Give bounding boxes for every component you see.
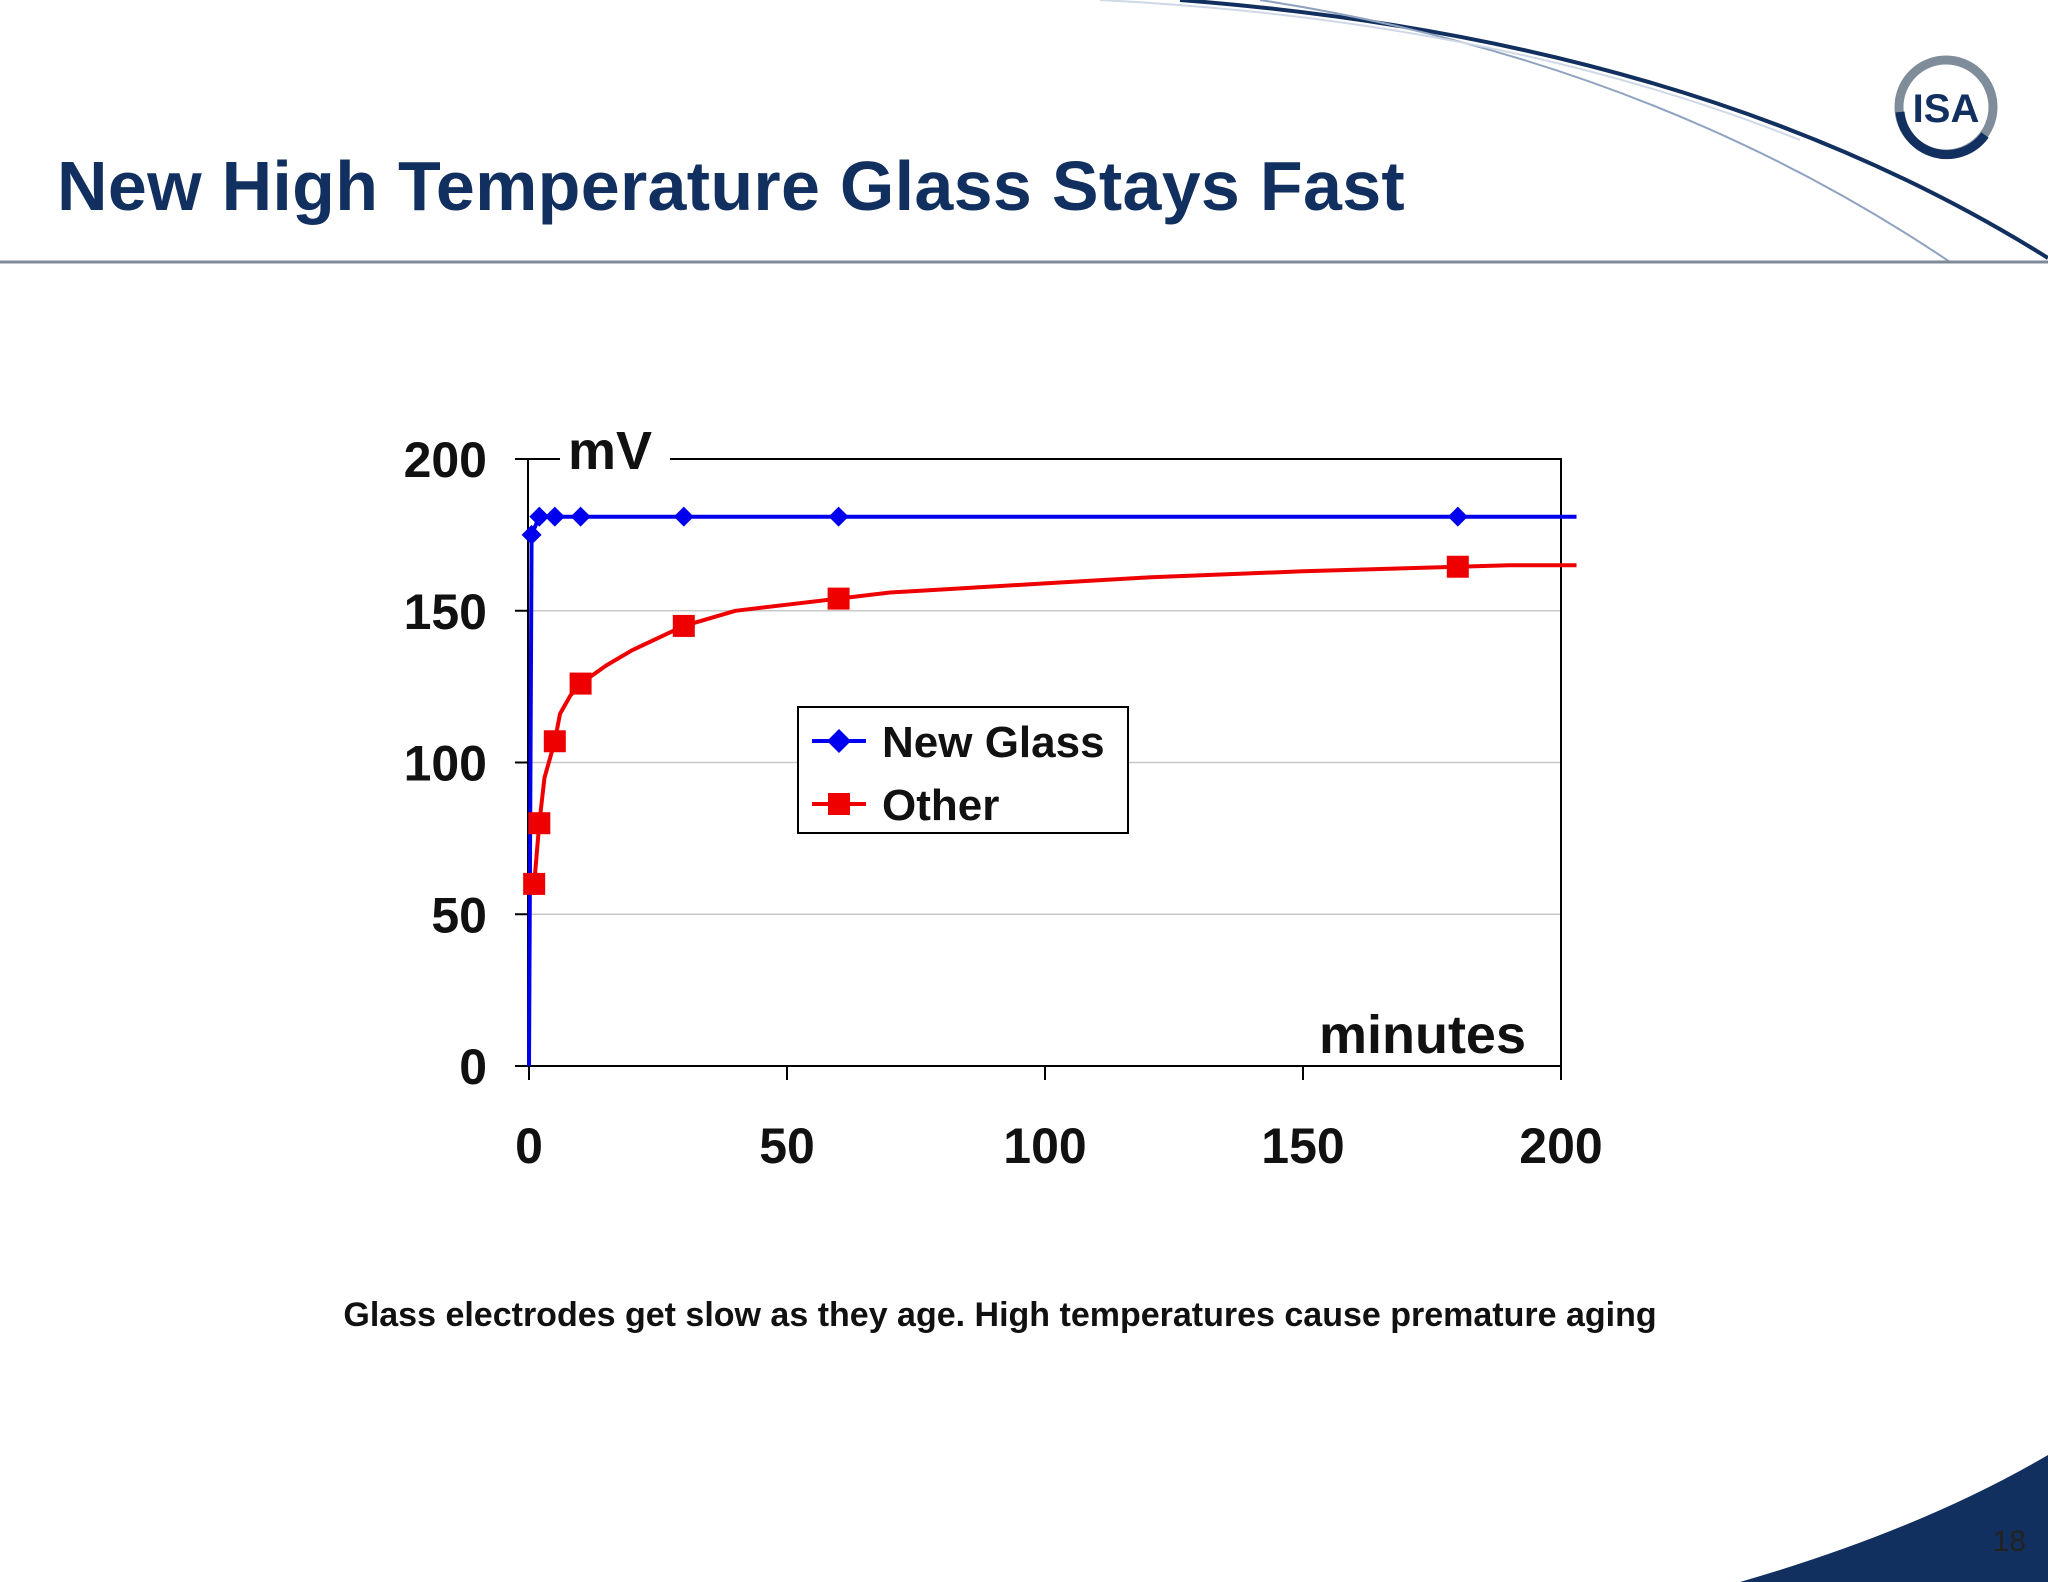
- y-tick-label: 150: [404, 584, 487, 640]
- legend-marker-other: [828, 793, 850, 815]
- page-number: 18: [1992, 1525, 2026, 1558]
- decorative-swoosh-light: [1099, 0, 1801, 141]
- page-title: New High Temperature Glass Stays Fast: [57, 147, 1406, 225]
- series: [521, 506, 1577, 1067]
- legend: New Glass Other: [797, 706, 1129, 834]
- y-tick-label: 0: [459, 1039, 487, 1095]
- data-point-new-glass: [828, 506, 849, 527]
- logo-text: ISA: [1913, 87, 1980, 131]
- x-tick-label: 0: [515, 1118, 543, 1174]
- axes: 0 50 100 150 200 0 50 100 150 200: [404, 432, 1603, 1174]
- data-point-other: [672, 614, 695, 637]
- x-tick-label: 200: [1519, 1118, 1602, 1174]
- legend-marker-new-glass: [827, 729, 851, 753]
- legend-box: [797, 706, 1129, 834]
- legend-label-new-glass: New Glass: [882, 718, 1105, 767]
- y-tick-label: 100: [404, 736, 487, 792]
- isa-logo: ISA: [1894, 55, 1998, 160]
- data-point-other: [523, 872, 546, 895]
- data-point-new-glass: [673, 506, 694, 527]
- line-chart: 0 50 100 150 200 0 50 100 150 200 mV minutes New …: [403, 415, 1603, 1174]
- y-axis-title-background: [560, 415, 670, 477]
- y-tick-label: 200: [404, 432, 487, 488]
- x-tick-label: 50: [759, 1118, 815, 1174]
- decorative-swoosh-bottom: [1740, 1455, 2048, 1582]
- slide-caption: Glass electrodes get slow as they age. H…: [343, 1296, 1657, 1334]
- data-point-other: [827, 587, 850, 610]
- data-point-new-glass: [521, 524, 542, 545]
- legend-label-other: Other: [882, 781, 999, 830]
- data-point-other: [528, 812, 551, 835]
- y-axis-title: mV: [568, 421, 652, 481]
- x-axis-title: minutes: [1319, 1005, 1526, 1065]
- data-point-new-glass: [544, 506, 565, 527]
- x-tick-label: 100: [1003, 1118, 1086, 1174]
- data-point-new-glass: [1447, 506, 1468, 527]
- y-tick-label: 50: [431, 887, 487, 943]
- decorative-swoosh-top: [1179, 0, 2048, 260]
- data-point-new-glass: [570, 506, 591, 527]
- data-point-other: [1446, 555, 1469, 578]
- decorative-swoosh-thin: [1259, 0, 1951, 263]
- x-tick-label: 150: [1261, 1118, 1344, 1174]
- data-point-new-glass: [529, 506, 550, 527]
- data-point-other: [543, 730, 566, 753]
- data-point-other: [569, 672, 592, 695]
